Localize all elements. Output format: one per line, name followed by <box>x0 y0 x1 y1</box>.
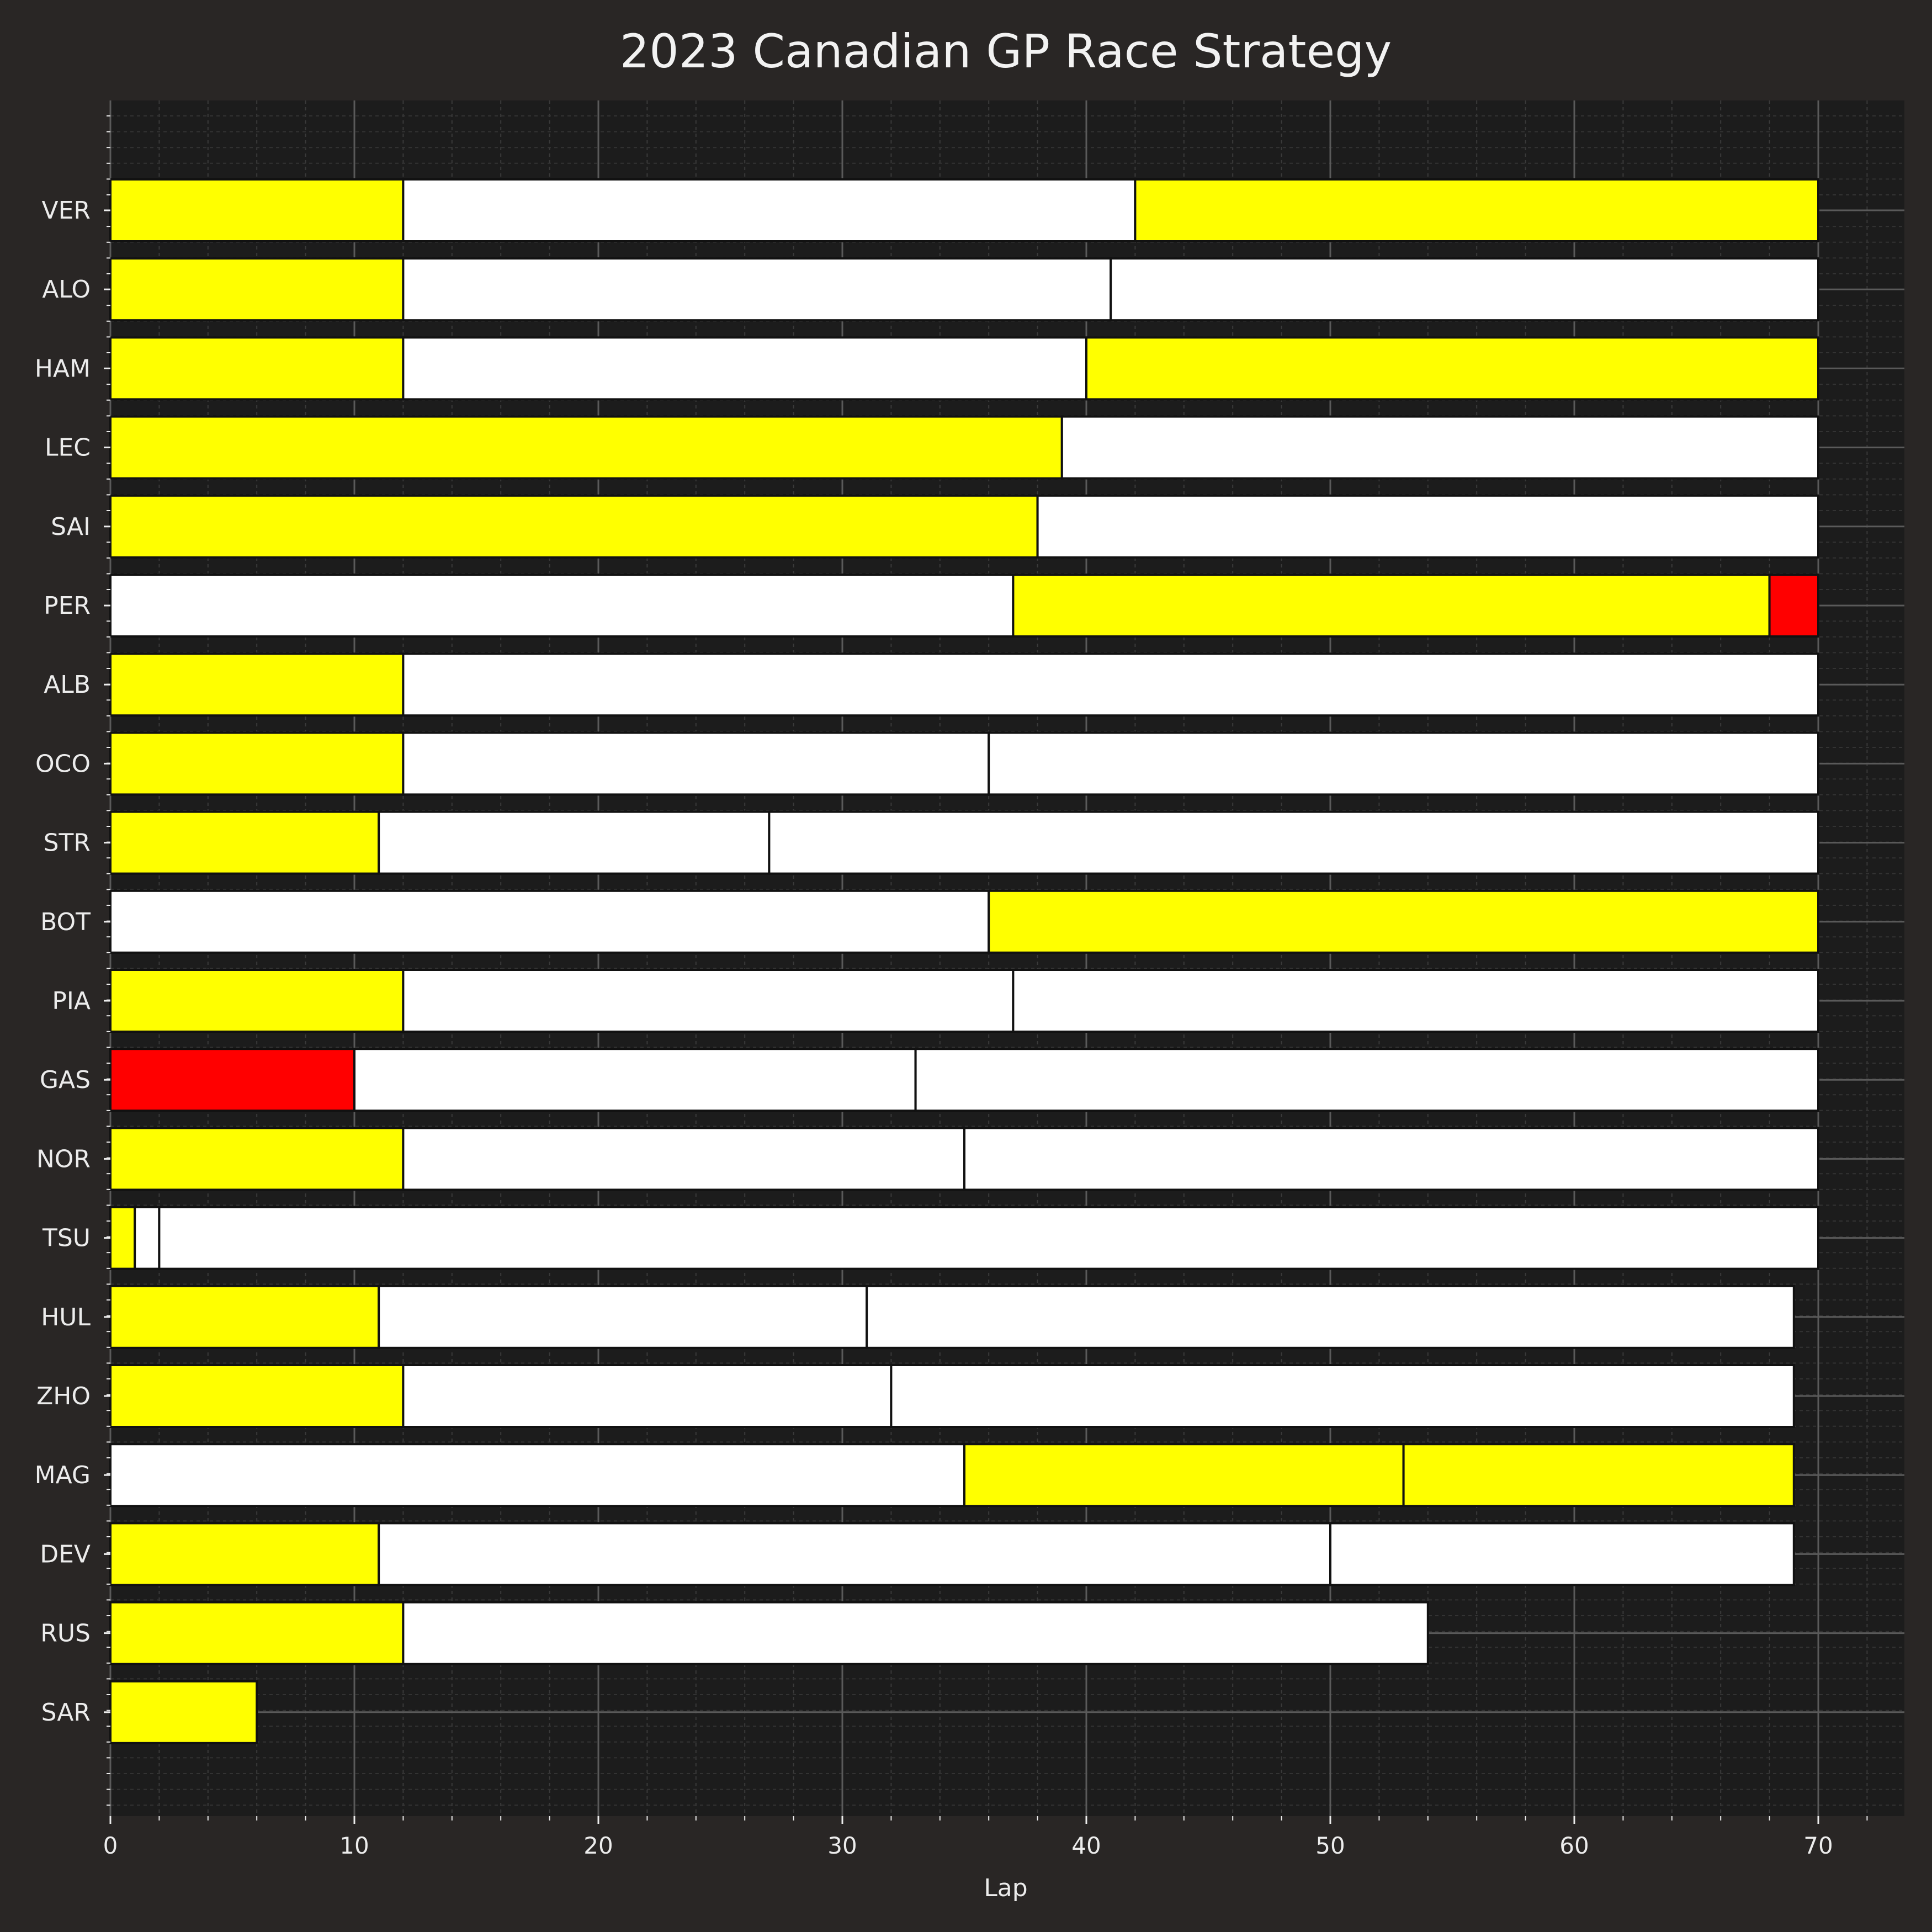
stint-bars <box>109 178 1820 1744</box>
stint-bar-alo-2 <box>402 257 1112 322</box>
chart-title: 2023 Canadian GP Race Strategy <box>620 24 1392 78</box>
stint-bar-dev-1 <box>109 1522 380 1586</box>
y-tick-label: DEV <box>40 1540 91 1568</box>
stint-bar-pia-3 <box>1012 969 1819 1033</box>
x-tick-label: 0 <box>103 1832 118 1859</box>
stint-bar-tsu-2 <box>134 1206 161 1270</box>
y-tick-label: STR <box>44 829 91 857</box>
stint-bar-ham-2 <box>402 336 1087 401</box>
stint-bar-str-1 <box>109 810 380 875</box>
stint-bar-oco-2 <box>402 731 990 796</box>
y-tick-label: VER <box>42 197 91 225</box>
x-tick-label: 50 <box>1315 1832 1345 1859</box>
stint-bar-sai-1 <box>109 494 1039 559</box>
stint-bar-zho-3 <box>890 1364 1795 1428</box>
stint-bar-gas-1 <box>109 1048 355 1112</box>
y-tick-label: GAS <box>40 1066 91 1094</box>
stint-bar-dev-3 <box>1329 1522 1795 1586</box>
stint-bar-bot-2 <box>988 889 1819 954</box>
y-tick-label: SAR <box>41 1699 91 1727</box>
stint-bar-hul-1 <box>109 1285 380 1349</box>
stint-bar-zho-2 <box>402 1364 893 1428</box>
y-tick-label: RUS <box>40 1620 91 1648</box>
stint-bar-gas-3 <box>914 1048 1819 1112</box>
stint-bar-hul-2 <box>378 1285 868 1349</box>
stint-bar-nor-3 <box>963 1127 1819 1191</box>
stint-bar-mag-1 <box>109 1443 965 1508</box>
stint-bar-rus-1 <box>109 1601 405 1665</box>
stint-bar-nor-2 <box>402 1127 965 1191</box>
stint-bar-ver-3 <box>1134 178 1819 242</box>
stint-bar-per-3 <box>1768 574 1820 638</box>
stint-bar-str-2 <box>378 810 771 875</box>
stint-bar-str-3 <box>768 810 1819 875</box>
x-tick-label: 30 <box>827 1832 857 1859</box>
y-tick-label: HUL <box>41 1303 91 1331</box>
x-tick-label: 10 <box>339 1832 369 1859</box>
stint-bar-tsu-3 <box>158 1206 1820 1270</box>
stint-bar-alb-2 <box>402 652 1820 717</box>
stint-bar-pia-2 <box>402 969 1015 1033</box>
stint-bar-tsu-1 <box>109 1206 136 1270</box>
stint-bar-alb-1 <box>109 652 405 717</box>
y-tick-label: ALO <box>42 275 91 304</box>
stint-bar-sai-2 <box>1036 494 1819 559</box>
stint-bar-per-2 <box>1012 574 1771 638</box>
x-tick-label: 20 <box>583 1832 613 1859</box>
stint-bar-oco-1 <box>109 731 405 796</box>
x-axis-label: Lap <box>984 1874 1027 1902</box>
stint-bar-oco-3 <box>988 731 1819 796</box>
y-tick-label: PIA <box>52 987 91 1015</box>
stint-bar-alo-1 <box>109 257 405 322</box>
stint-bar-bot-1 <box>109 889 990 954</box>
stint-bar-dev-2 <box>378 1522 1332 1586</box>
y-tick-label: ALB <box>44 671 91 699</box>
x-tick-label: 40 <box>1071 1832 1101 1859</box>
x-tick-label: 60 <box>1559 1832 1589 1859</box>
stint-bar-mag-3 <box>1402 1443 1795 1508</box>
stint-bar-sar-1 <box>109 1680 258 1744</box>
stint-bar-ham-1 <box>109 336 405 401</box>
y-tick-label: MAG <box>35 1461 91 1489</box>
stint-bar-rus-2 <box>402 1601 1429 1665</box>
stint-bar-per-1 <box>109 574 1015 638</box>
stint-bar-ham-3 <box>1085 336 1819 401</box>
stint-bar-ver-2 <box>402 178 1137 242</box>
y-axis: VER ALO HAM LEC SAI PER ALB OCO STR BOT PIA GAS NOR T… <box>35 115 110 1806</box>
stint-bar-lec-2 <box>1060 415 1819 480</box>
y-tick-label: SAI <box>51 513 91 541</box>
stint-bar-pia-1 <box>109 969 405 1033</box>
stint-bar-alo-3 <box>1110 257 1819 322</box>
x-tick-label: 70 <box>1803 1832 1833 1859</box>
y-tick-label: HAM <box>35 354 91 383</box>
stint-bar-hul-3 <box>866 1285 1795 1349</box>
y-tick-label: LEC <box>45 434 91 462</box>
stint-bar-gas-2 <box>353 1048 917 1112</box>
x-axis: 0 10 20 30 40 50 60 70 <box>103 1816 1868 1859</box>
y-tick-label: OCO <box>35 750 91 778</box>
y-tick-label: BOT <box>40 908 91 936</box>
stint-bar-zho-1 <box>109 1364 405 1428</box>
stint-bar-nor-1 <box>109 1127 405 1191</box>
y-tick-label: NOR <box>36 1145 91 1173</box>
y-tick-label: TSU <box>42 1224 91 1252</box>
stint-bar-mag-2 <box>963 1443 1405 1508</box>
stint-bar-ver-1 <box>109 178 405 242</box>
y-tick-label: PER <box>44 592 91 620</box>
stint-bar-lec-1 <box>109 415 1063 480</box>
y-tick-label: ZHO <box>36 1382 91 1410</box>
